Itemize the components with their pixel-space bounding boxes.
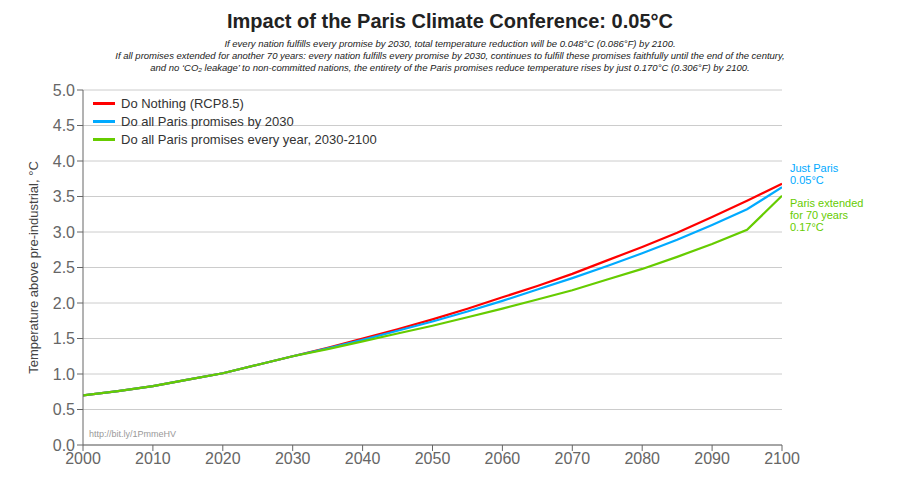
- svg-text:2010: 2010: [135, 450, 171, 467]
- svg-text:2030: 2030: [275, 450, 311, 467]
- svg-text:2100: 2100: [764, 450, 800, 467]
- svg-text:3.5: 3.5: [53, 188, 75, 205]
- svg-text:Paris extendedfor 70 years0.17: Paris extendedfor 70 years0.17°C: [790, 197, 863, 233]
- svg-text:2080: 2080: [624, 450, 660, 467]
- svg-text:Temperature above pre-industri: Temperature above pre-industrial, °C: [26, 161, 41, 374]
- svg-text:1.5: 1.5: [53, 330, 75, 347]
- svg-text:1.0: 1.0: [53, 366, 75, 383]
- svg-text:2040: 2040: [345, 450, 381, 467]
- svg-text:2090: 2090: [694, 450, 730, 467]
- svg-text:5.0: 5.0: [53, 82, 75, 99]
- svg-text:2.0: 2.0: [53, 295, 75, 312]
- svg-text:0.5: 0.5: [53, 401, 75, 418]
- svg-text:4.5: 4.5: [53, 117, 75, 134]
- svg-text:2000: 2000: [65, 450, 101, 468]
- svg-text:2060: 2060: [485, 450, 521, 467]
- html-text:http://bit.ly/1PmmeHV: http://bit.ly/1PmmeHV: [89, 429, 176, 439]
- html-text:and no ‘CO₂ leakage’ to non-co: and no ‘CO₂ leakage’ to non-committed na…: [150, 62, 750, 73]
- html-text:Impact of the Paris Climate Co: Impact of the Paris Climate Conference: …: [227, 10, 673, 32]
- svg-text:2.5: 2.5: [53, 259, 75, 276]
- svg-text:Just Paris0.05°C: Just Paris0.05°C: [790, 162, 839, 186]
- html-text:If every nation fulfills every: If every nation fulfills every promise b…: [224, 38, 676, 49]
- svg-text:4.0: 4.0: [53, 153, 75, 170]
- svg-text:0.0: 0.0: [53, 437, 75, 454]
- html-text:Do all Paris promises every ye: Do all Paris promises every year, 2030-2…: [121, 132, 377, 147]
- svg-text:2050: 2050: [415, 450, 451, 467]
- svg-text:3.0: 3.0: [53, 224, 75, 241]
- html-text:Do Nothing (RCP8.5): Do Nothing (RCP8.5): [121, 96, 244, 111]
- svg-text:2020: 2020: [205, 450, 241, 467]
- svg-text:2070: 2070: [555, 450, 591, 467]
- html-text:Do all Paris promises by 2030: Do all Paris promises by 2030: [121, 114, 294, 129]
- html-text:If all promises extended for a: If all promises extended for another 70 …: [115, 50, 785, 61]
